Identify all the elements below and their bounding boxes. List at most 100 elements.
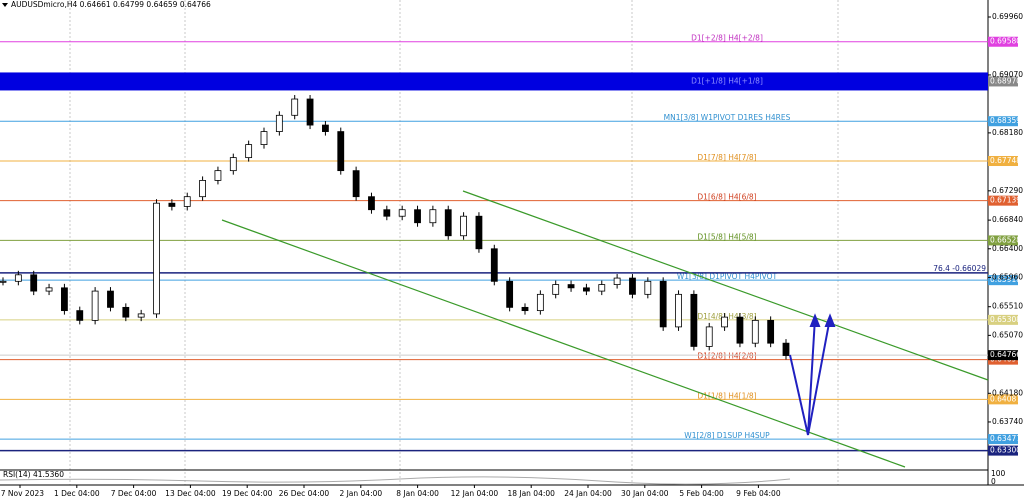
candle-body	[245, 144, 253, 159]
candle-body	[322, 124, 329, 132]
rsi-top: 100	[991, 469, 1006, 478]
price-tag	[988, 116, 1018, 127]
price-tag	[988, 314, 1018, 325]
y-tick-label: 0.69960	[992, 12, 1023, 21]
candle-body	[153, 202, 160, 315]
symbol-info: AUDUSDmicro,H4 0.64661 0.64799 0.64659 0…	[11, 0, 211, 9]
price-tag	[988, 76, 1018, 87]
level-band	[0, 72, 988, 91]
price-tag	[988, 445, 1018, 456]
candle-body	[629, 277, 636, 295]
y-tick-label: 0.65070	[992, 330, 1023, 339]
candle-body	[536, 293, 544, 312]
price-tag-label: 0.68970	[990, 76, 1021, 85]
time-label: 12 Jan 04:00	[451, 489, 499, 498]
time-label: 5 Feb 04:00	[679, 489, 724, 498]
rsi-line	[0, 476, 791, 485]
candle-body	[767, 319, 775, 344]
candle-body	[275, 114, 283, 132]
time-label: 13 Dec 04:00	[165, 489, 216, 498]
price-tag-label: 0.66528	[990, 235, 1021, 244]
price-tag	[988, 434, 1018, 445]
candle-body	[567, 284, 575, 289]
candle-body	[398, 209, 406, 217]
level-label: D1[6/8] H4[6/8]	[697, 193, 756, 202]
time-label: 9 Feb 04:00	[736, 489, 781, 498]
candle-body	[306, 98, 314, 126]
candle-body	[229, 157, 237, 172]
candle-body	[122, 306, 130, 318]
candle-body	[260, 131, 268, 146]
candle-body	[460, 215, 467, 237]
candle-body	[414, 209, 421, 224]
y-tick-label: 0.66840	[992, 215, 1023, 224]
level-label: W1[2/8] D1SUP H4SUP	[684, 431, 770, 440]
y-tick-label: 0.65960	[992, 272, 1023, 281]
y-tick-label: 0.66400	[992, 244, 1023, 253]
y-tick-label: 0.63740	[992, 417, 1023, 426]
candle-body	[14, 274, 22, 282]
candle-body	[675, 293, 682, 328]
candle-body	[168, 202, 176, 207]
candle-body	[429, 209, 437, 224]
candle-body	[444, 209, 452, 237]
price-tag	[988, 394, 1018, 405]
candle-body	[583, 287, 590, 292]
price-tag-label: 0.63477	[990, 434, 1021, 443]
y-tick-label: 0.67290	[992, 186, 1023, 195]
level-label: D1[7/8] H4[7/8]	[697, 153, 756, 162]
time-label: 8 Jan 04:00	[396, 489, 439, 498]
time-label: 2 Jan 04:00	[339, 489, 382, 498]
candle-body	[368, 196, 375, 211]
price-tag-label: 0.67748	[990, 156, 1021, 165]
candle-body	[137, 313, 145, 318]
level-label: D1[2/8] H4[2/8]	[697, 352, 756, 361]
time-label: 26 Dec 04:00	[279, 489, 330, 498]
level-label: D1[+1/8] H4[+1/8]	[691, 76, 763, 85]
time-label: 27 Nov 2023	[0, 489, 44, 498]
level-label: W1[3/8] D1PIVOT H4PIVOT	[677, 272, 778, 281]
candle-body	[690, 293, 698, 347]
candle-body	[30, 274, 38, 292]
candle-body	[506, 280, 514, 308]
candle-body	[782, 342, 790, 356]
candle-body	[61, 287, 68, 312]
y-tick-label: 0.64180	[992, 388, 1023, 397]
candle-body	[721, 316, 728, 328]
candle-body	[199, 180, 206, 198]
candle-body	[475, 215, 483, 250]
rsi-label: RSI(14) 41.5360	[3, 470, 64, 479]
price-tag	[988, 36, 1018, 47]
candle-body	[490, 248, 498, 282]
candle-body	[352, 170, 360, 198]
candle-body	[91, 290, 99, 321]
level-label: D1[+2/8] H4[+2/8]	[691, 34, 763, 43]
candle-body	[291, 98, 299, 116]
time-label: 24 Jan 04:00	[564, 489, 612, 498]
channel	[221, 190, 989, 468]
candle-body	[751, 319, 759, 344]
menu-arrow[interactable]	[2, 3, 8, 7]
price-tag	[988, 156, 1018, 167]
y-tick-label: 0.65510	[992, 302, 1023, 311]
fib-label: 76.4 -0.66029	[933, 264, 986, 273]
time-label: 30 Jan 04:00	[621, 489, 669, 498]
candle-body	[598, 284, 606, 292]
price-tag-label: 0.64766	[990, 350, 1021, 359]
candle-body	[552, 284, 560, 295]
price-tag-label: 0.69580	[990, 37, 1021, 46]
rsi-bottom: 0	[991, 477, 996, 486]
price-tag	[988, 235, 1018, 246]
price-tag	[988, 275, 1018, 286]
price-tag-label: 0.67139	[990, 196, 1021, 205]
candle-body	[383, 209, 391, 217]
level-label: D1[1/8] H4[1/8]	[697, 391, 756, 400]
y-tick-label: 0.68180	[992, 128, 1023, 137]
price-tag-label: 0.68359	[990, 116, 1021, 125]
price-tag-label: 0.65308	[990, 315, 1021, 324]
candle-body	[644, 280, 652, 295]
levels: D1[+2/8] H4[+2/8] 0.69580 D1[+1/8] H4[+1/8…	[0, 34, 1021, 456]
forecast-arrows	[789, 313, 836, 436]
candle-body	[705, 326, 713, 347]
level-label: D1[4/8] H4[3/8]	[697, 312, 756, 321]
